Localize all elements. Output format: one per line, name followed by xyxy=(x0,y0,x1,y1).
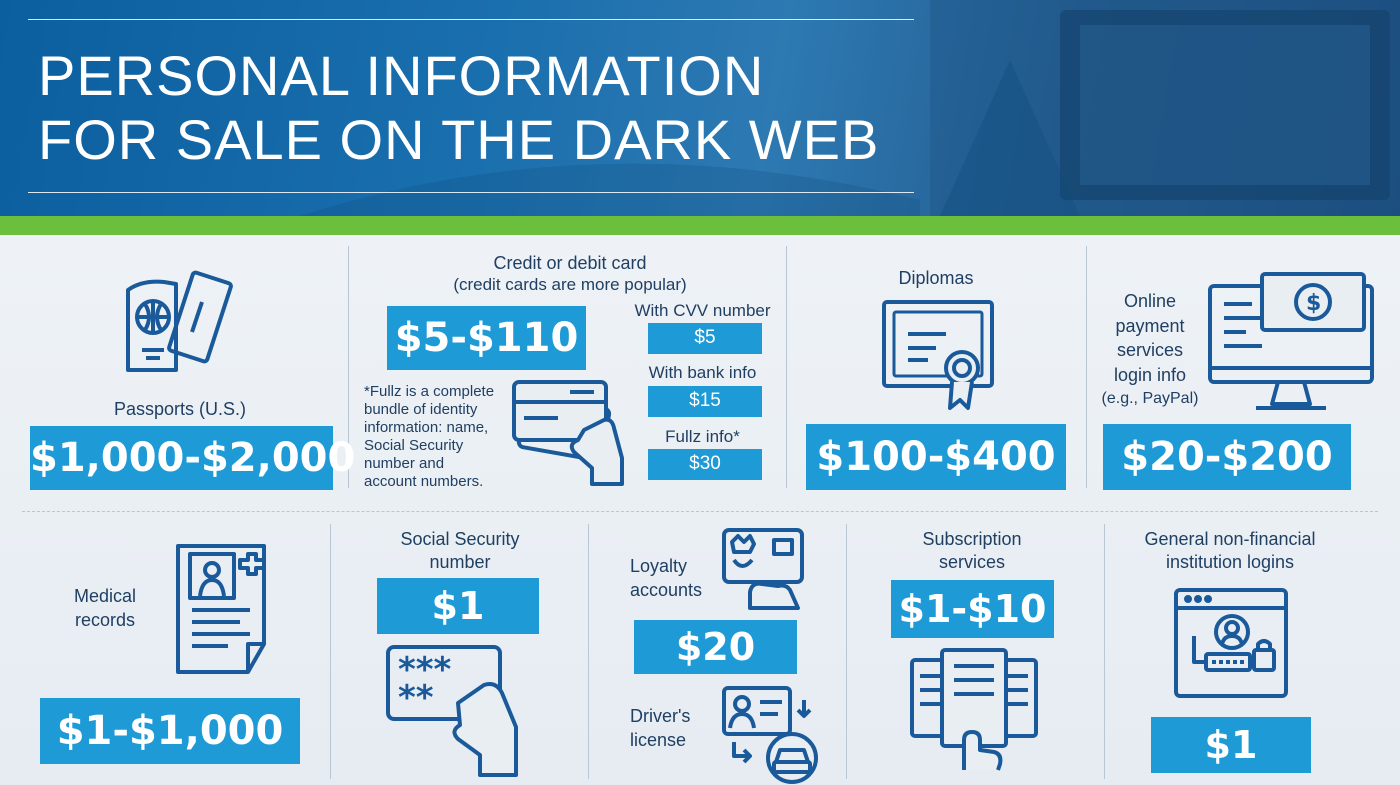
medical-price: $1-$1,000 xyxy=(40,698,300,764)
divider xyxy=(348,246,349,488)
online-payment-label-line: Online xyxy=(1123,291,1177,311)
passports-price: $1,000-$2,000 xyxy=(30,426,355,490)
online-payment-label-line: services xyxy=(1116,340,1183,360)
online-payment-price: $20-$200 xyxy=(1103,424,1351,490)
bank-info-price: $15 xyxy=(648,386,762,417)
subscription-label-line: Subscription xyxy=(922,529,1022,549)
fullz-note-line: *Fullz is a complete xyxy=(364,383,495,400)
fullz-note-line: information: name, xyxy=(364,419,489,436)
medical-label-line: Medical xyxy=(73,586,137,606)
fullz-note-line: number and xyxy=(364,455,445,472)
passports-label: Passports (U.S.) xyxy=(113,399,247,419)
subscription-price: $1-$10 xyxy=(891,580,1054,638)
divider xyxy=(846,524,847,779)
page-title: PERSONAL INFORMATION FOR SALE ON THE DAR… xyxy=(38,44,879,172)
passport-icon xyxy=(118,262,242,382)
online-payment-label-line: login info xyxy=(1113,364,1187,385)
monitor-dollar-icon: $ xyxy=(1206,268,1376,416)
divider xyxy=(330,524,331,779)
loyalty-price: $20 xyxy=(634,620,797,674)
header-banner: PERSONAL INFORMATION FOR SALE ON THE DAR… xyxy=(0,0,1400,216)
svg-text:$: $ xyxy=(1306,291,1321,316)
online-payment-label-line: (e.g., PayPal) xyxy=(1101,390,1199,407)
medical-record-icon xyxy=(168,540,284,678)
title-line-1: PERSONAL INFORMATION xyxy=(38,44,765,107)
general-logins-price: $1 xyxy=(1151,717,1311,773)
credit-card-price: $5-$110 xyxy=(387,306,586,370)
divider xyxy=(588,524,589,779)
credit-card-hand-icon xyxy=(508,372,632,494)
ssn-card-hand-icon: *** ** xyxy=(384,643,524,781)
loyalty-label-line: accounts xyxy=(630,580,703,600)
svg-text:***: *** xyxy=(398,650,452,690)
online-payment-label-line: payment xyxy=(1115,315,1185,336)
ssn-label-line: Social Security xyxy=(400,529,520,549)
fullz-note-line: bundle of identity xyxy=(364,401,478,418)
loyalty-label: Loyalty accounts xyxy=(616,554,726,602)
drivers-label-line: Driver's xyxy=(630,706,691,726)
general-logins-label-line: General non-financial xyxy=(1144,529,1316,549)
title-line-2: FOR SALE ON THE DARK WEB xyxy=(38,108,880,171)
diploma-icon xyxy=(876,294,1000,418)
fullz-note-line: Social Security xyxy=(364,437,464,454)
title-rule-top xyxy=(28,19,914,20)
drivers-label: Driver's license xyxy=(616,704,726,752)
medical-label: Medical records xyxy=(50,584,160,632)
title-rule-bottom xyxy=(28,192,914,193)
login-window-icon xyxy=(1172,586,1290,700)
bank-info-label: With bank info xyxy=(648,363,757,382)
diplomas-price: $100-$400 xyxy=(806,424,1066,490)
laptop-background-image xyxy=(300,0,1400,216)
ssn-label-line: number xyxy=(429,552,491,572)
general-logins-label-line: institution logins xyxy=(1165,552,1295,572)
ssn-label: Social Security number xyxy=(340,528,580,574)
fullz-label: Fullz info* xyxy=(665,427,740,446)
drivers-license-icon xyxy=(720,684,824,784)
subscription-label-line: services xyxy=(938,552,1005,572)
divider xyxy=(1086,246,1087,488)
loyalty-card-icon xyxy=(720,526,806,612)
diplomas-label: Diplomas xyxy=(898,268,974,288)
row-divider xyxy=(22,511,1378,512)
cvv-price: $5 xyxy=(648,323,762,354)
ssn-price: $1 xyxy=(377,578,539,634)
drivers-label-line: license xyxy=(630,730,687,750)
fullz-note: *Fullz is a complete bundle of identity … xyxy=(364,383,494,491)
green-accent-bar xyxy=(0,216,1400,235)
divider xyxy=(786,246,787,488)
svg-text:**: ** xyxy=(398,678,434,718)
medical-label-line: records xyxy=(74,610,136,630)
fullz-note-line: account numbers. xyxy=(364,473,484,490)
general-logins-label: General non-financial institution logins xyxy=(1110,528,1350,574)
credit-card-label: Credit or debit card xyxy=(493,253,647,273)
subscription-label: Subscription services xyxy=(852,528,1092,574)
divider xyxy=(1104,524,1105,779)
online-payment-label: Online payment services login info (e.g.… xyxy=(1090,289,1210,412)
credit-card-sublabel: (credit cards are more popular) xyxy=(453,275,687,294)
loyalty-label-line: Loyalty xyxy=(630,556,688,576)
cvv-label: With CVV number xyxy=(634,301,771,320)
fullz-price: $30 xyxy=(648,449,762,480)
subscription-menu-icon xyxy=(908,646,1040,776)
